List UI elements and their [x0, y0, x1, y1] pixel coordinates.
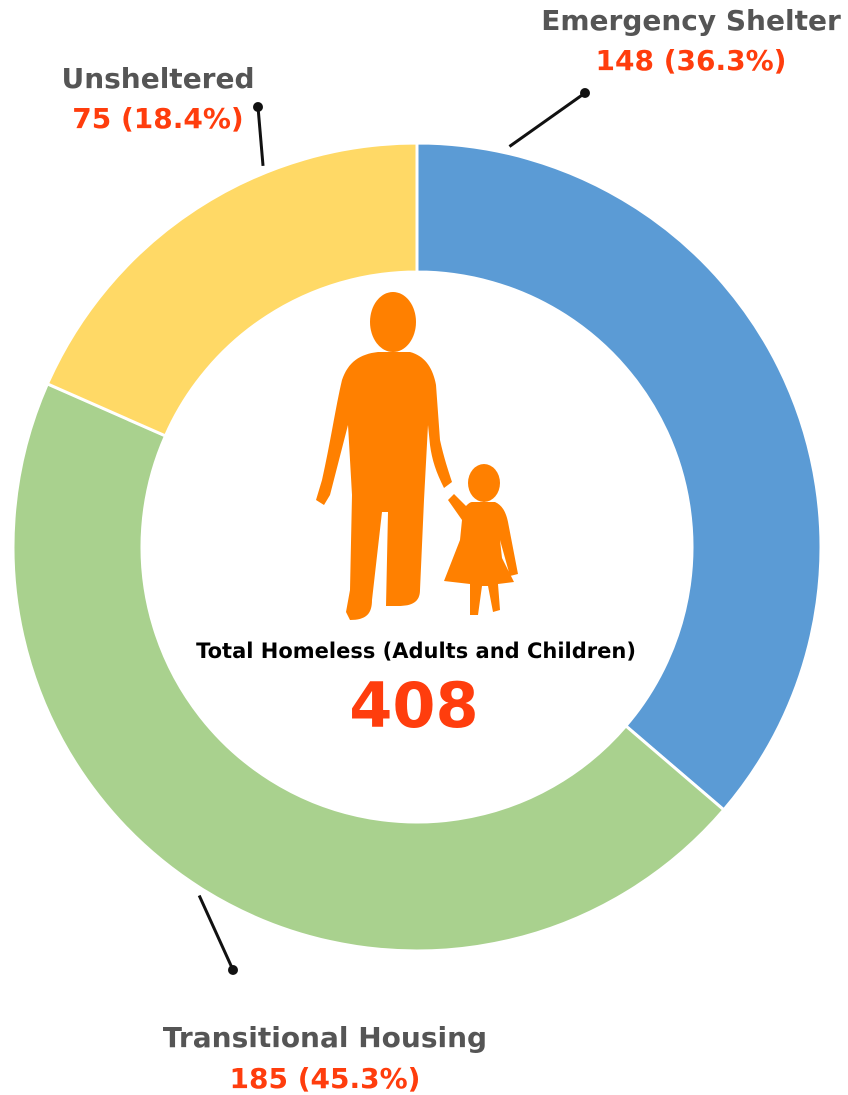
leader-lines [197, 88, 590, 975]
adult-body-icon [316, 352, 452, 620]
label-name-transitional-housing: Transitional Housing [163, 1021, 487, 1054]
label-name-emergency-shelter: Emergency Shelter [541, 4, 841, 37]
slice-unsheltered [45, 141, 419, 438]
center-title: Total Homeless (Adults and Children) [196, 639, 636, 663]
label-value-unsheltered: 75 (18.4%) [72, 102, 243, 135]
slice-emergency-shelter [415, 141, 823, 812]
leader-emergency-shelter-line [508, 91, 586, 148]
leader-transitional-housing-dot [228, 965, 238, 975]
label-value-transitional-housing: 185 (45.3%) [230, 1062, 421, 1095]
leader-emergency-shelter-dot [580, 88, 590, 98]
donut-slices [11, 141, 823, 953]
leader-transitional-housing-line [197, 894, 235, 971]
child-head-icon [468, 464, 500, 502]
label-name-unsheltered: Unsheltered [61, 62, 254, 95]
leader-unsheltered-dot [253, 102, 263, 112]
child-body-icon [444, 494, 518, 615]
leader-unsheltered-line [256, 106, 265, 167]
slice-labels: Unsheltered 75 (18.4%) Emergency Shelter… [61, 4, 840, 1095]
slice-transitional-housing [11, 381, 726, 953]
adult-head-icon [370, 292, 416, 352]
center-total: 408 [349, 669, 478, 742]
adult-and-child-walking-icon [316, 292, 518, 620]
label-value-emergency-shelter: 148 (36.3%) [596, 44, 787, 77]
